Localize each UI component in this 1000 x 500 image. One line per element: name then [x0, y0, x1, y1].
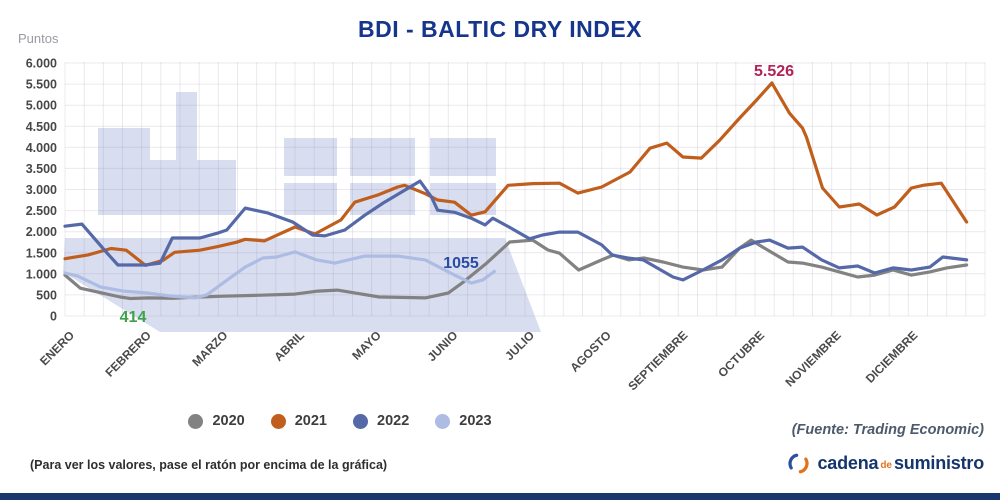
legend-label: 2023	[459, 413, 492, 429]
y-axis-tick-labels: 6.000 5.500 5.000 4.500 4.000 3.500 3.000 2.500…	[26, 57, 57, 324]
logo-word-de: de	[880, 460, 892, 471]
y-tick-label: 3.000	[26, 183, 57, 197]
x-axis-month-labels: ENERO FEBRERO MARZO ABRIL MAYO JUNIO JULIO AGOS…	[37, 328, 920, 393]
logo-wordmark: cadena de suministro	[817, 453, 984, 474]
legend-label: 2020	[212, 413, 245, 429]
y-tick-label: 1.500	[26, 246, 57, 260]
x-month-label-agosto: AGOSTO	[567, 328, 614, 375]
y-tick-label: 2.500	[26, 204, 57, 218]
series-line-2022[interactable]	[63, 179, 969, 282]
y-tick-label: 1.000	[26, 267, 57, 281]
x-month-label-noviembre: NOVIEMBRE	[783, 328, 844, 389]
watermark-shape	[284, 183, 337, 215]
series-line-2021[interactable]	[63, 81, 969, 267]
y-tick-label: 3.500	[26, 162, 57, 176]
x-month-label-diciembre: DICIEMBRE	[863, 328, 921, 386]
logo-word-suministro: suministro	[893, 453, 984, 473]
annotation-5.526: 5.526	[754, 63, 794, 80]
line-chart[interactable]: 6.000 5.500 5.000 4.500 4.000 3.500 3.000 2.500…	[0, 0, 1000, 400]
y-tick-label: 500	[36, 288, 57, 302]
y-tick-label: 2.000	[26, 225, 57, 239]
legend: 2020 2021 2022 2023	[0, 413, 680, 429]
legend-swatch-2021	[270, 413, 286, 429]
legend-swatch-2020	[188, 413, 204, 429]
y-tick-label: 5.000	[26, 99, 57, 113]
legend-label: 2021	[294, 413, 327, 429]
watermark-shape	[284, 138, 337, 176]
watermark-hull	[63, 238, 541, 332]
x-month-label-enero: ENERO	[37, 328, 77, 368]
y-axis-title: Puntos	[18, 31, 59, 46]
legend-label: 2022	[377, 413, 410, 429]
value-annotations: 5.526 1055 414	[120, 63, 794, 326]
legend-item-2022[interactable]: 2022	[353, 413, 409, 429]
gridlines	[64, 62, 986, 317]
x-month-label-septiembre: SEPTIEMBRE	[625, 328, 690, 393]
series-line-2023[interactable]	[63, 250, 496, 300]
y-tick-label: 0	[50, 310, 57, 324]
x-month-label-junio: JUNIO	[425, 328, 461, 364]
series-line-2020[interactable]	[63, 238, 969, 301]
hover-instruction-note: (Para ver los valores, pase el ratón por…	[30, 458, 388, 472]
x-month-label-febrero: FEBRERO	[102, 328, 153, 379]
y-tick-label: 4.000	[26, 141, 57, 155]
x-month-label-julio: JULIO	[502, 328, 537, 363]
legend-item-2020[interactable]: 2020	[188, 413, 245, 429]
annotation-1055: 1055	[443, 255, 479, 272]
x-month-label-abril: ABRIL	[271, 328, 307, 364]
footer-accent-bar	[0, 493, 1000, 500]
watermark-shape	[176, 92, 197, 160]
y-tick-label: 6.000	[26, 57, 57, 71]
watermark-shape	[430, 138, 496, 176]
x-month-label-mayo: MAYO	[349, 328, 384, 363]
watermark-shape	[350, 138, 415, 176]
y-tick-label: 5.500	[26, 78, 57, 92]
container-ship-watermark	[63, 92, 541, 332]
legend-swatch-2023	[435, 413, 451, 429]
legend-swatch-2022	[353, 413, 368, 429]
page-title: BDI - BALTIC DRY INDEX	[357, 16, 643, 42]
sync-circle-icon	[788, 453, 810, 474]
cadena-de-suministro-logo[interactable]: cadena de suministro	[787, 452, 984, 475]
series-lines	[63, 81, 969, 301]
annotation-414: 414	[120, 309, 147, 326]
y-tick-label: 4.500	[26, 120, 57, 134]
source-note: (Fuente: Trading Economic)	[791, 422, 984, 438]
legend-item-2021[interactable]: 2021	[270, 413, 327, 429]
legend-item-2023[interactable]: 2023	[435, 413, 492, 429]
logo-word-cadena: cadena	[817, 453, 879, 473]
x-month-label-octubre: OCTUBRE	[715, 328, 767, 380]
watermark-shape	[98, 160, 236, 215]
x-month-label-marzo: MARZO	[189, 328, 230, 369]
